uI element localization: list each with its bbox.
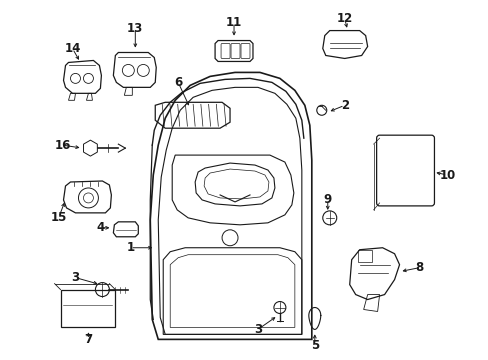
Text: 2: 2 xyxy=(340,99,348,112)
Text: 4: 4 xyxy=(96,221,104,234)
Text: 11: 11 xyxy=(225,16,242,29)
Text: 9: 9 xyxy=(323,193,331,206)
Text: 3: 3 xyxy=(253,323,262,336)
Text: 10: 10 xyxy=(438,168,455,181)
Text: 13: 13 xyxy=(127,22,143,35)
Text: 3: 3 xyxy=(71,271,80,284)
Text: 16: 16 xyxy=(54,139,71,152)
Text: 5: 5 xyxy=(310,339,318,352)
Text: 14: 14 xyxy=(64,42,81,55)
Text: 8: 8 xyxy=(414,261,423,274)
Text: 6: 6 xyxy=(174,76,182,89)
Text: 12: 12 xyxy=(336,12,352,25)
Text: 7: 7 xyxy=(84,333,92,346)
Text: 15: 15 xyxy=(50,211,66,224)
Text: 1: 1 xyxy=(126,241,134,254)
